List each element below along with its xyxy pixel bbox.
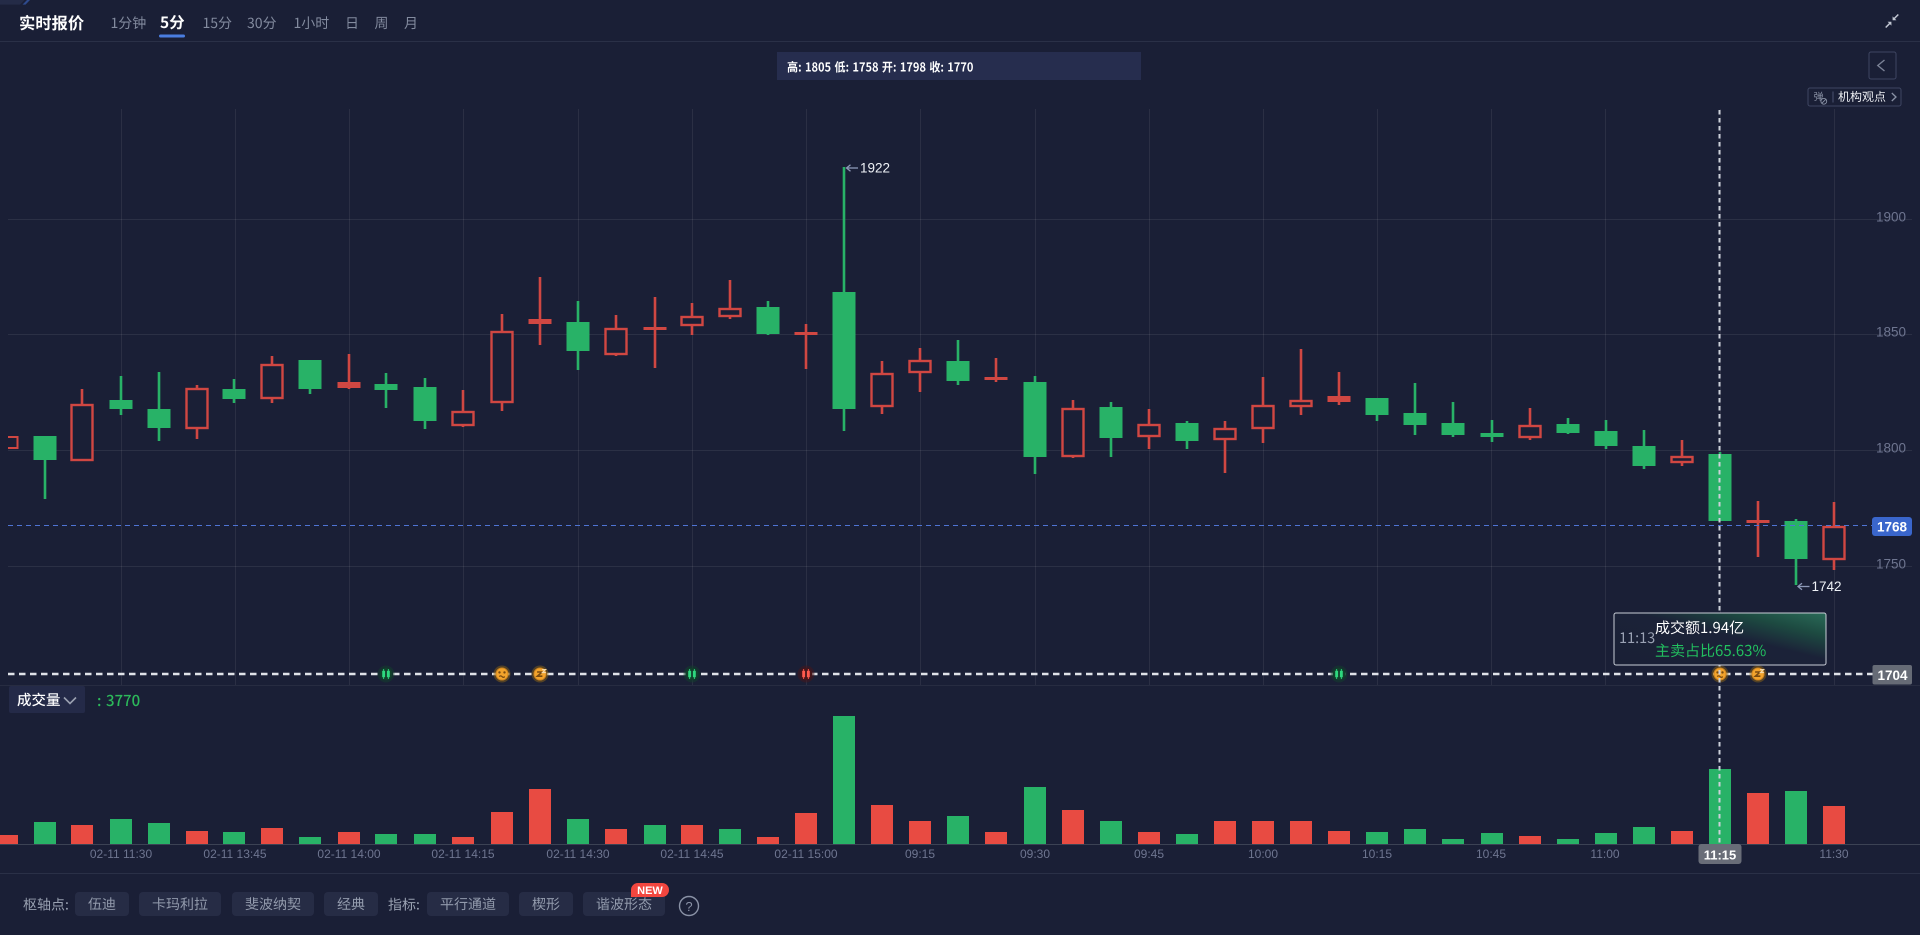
svg-text:11:30: 11:30 <box>1819 847 1848 861</box>
svg-text:?: ? <box>685 899 692 914</box>
svg-text:11:15: 11:15 <box>1704 848 1737 863</box>
svg-text:09:30: 09:30 <box>1020 847 1050 861</box>
svg-text:NEW: NEW <box>637 885 663 897</box>
svg-text:02-11 14:30: 02-11 14:30 <box>546 847 609 861</box>
svg-text:02-11 11:30: 02-11 11:30 <box>90 847 153 861</box>
svg-text:02-11 15:00: 02-11 15:00 <box>774 847 837 861</box>
svg-text:02-11 14:00: 02-11 14:00 <box>317 847 380 861</box>
svg-text:1900: 1900 <box>1876 210 1906 225</box>
svg-text:1742: 1742 <box>1812 579 1842 594</box>
svg-text:1800: 1800 <box>1876 441 1906 456</box>
svg-text:09:15: 09:15 <box>905 847 935 861</box>
svg-text:11:00: 11:00 <box>1590 847 1619 861</box>
svg-text:1922: 1922 <box>860 161 890 176</box>
svg-text:02-11 14:15: 02-11 14:15 <box>431 847 494 861</box>
svg-text:1704: 1704 <box>1877 668 1908 683</box>
svg-text:10:15: 10:15 <box>1362 847 1392 861</box>
svg-text:10:00: 10:00 <box>1248 847 1278 861</box>
svg-text:10:45: 10:45 <box>1476 847 1506 861</box>
svg-text:02-11 14:45: 02-11 14:45 <box>660 847 723 861</box>
svg-text:1850: 1850 <box>1876 325 1906 340</box>
svg-text:1750: 1750 <box>1876 557 1906 572</box>
svg-text:02-11 13:45: 02-11 13:45 <box>203 847 266 861</box>
svg-text:09:45: 09:45 <box>1134 847 1164 861</box>
svg-text:1768: 1768 <box>1877 520 1908 535</box>
